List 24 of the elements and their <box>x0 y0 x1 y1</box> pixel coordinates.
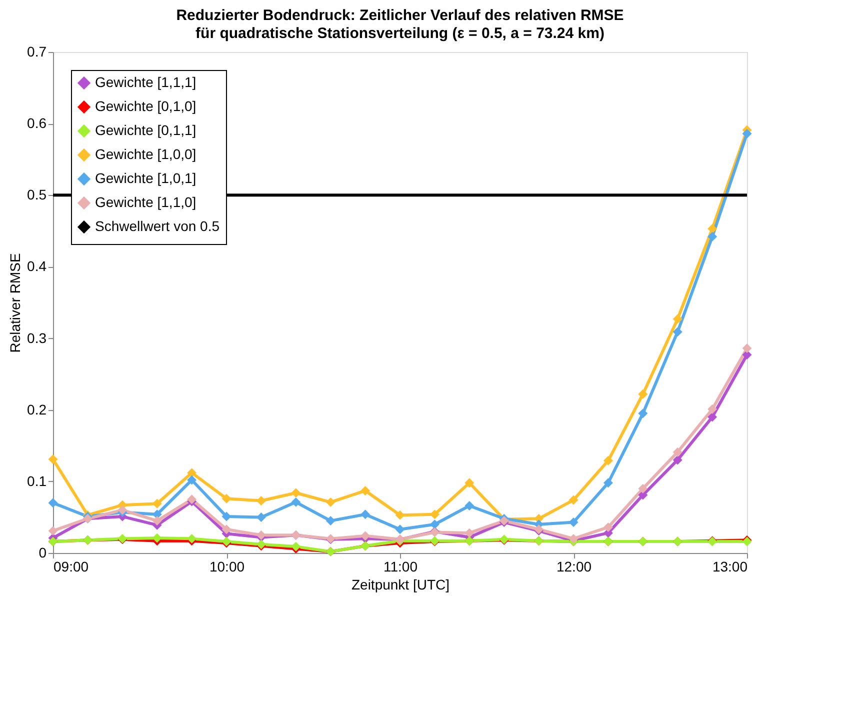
y-tick-label: 0.3 <box>27 330 47 346</box>
y-axis-title: Relativer RMSE <box>7 253 24 353</box>
chart-title: Reduzierter Bodendruck: Zeitlicher Verlauf des relativen RMSE <box>176 7 624 24</box>
y-tick-label: 0 <box>38 544 47 560</box>
legend-label: Schwellwert von 0.5 <box>95 218 220 234</box>
legend-label: Gewichte [0,1,0] <box>95 98 196 114</box>
x-tick-label: 11:00 <box>384 558 418 574</box>
y-tick-label: 0.4 <box>27 258 47 274</box>
legend-label: Gewichte [1,0,1] <box>95 170 196 186</box>
legend-label: Gewichte [1,0,0] <box>95 146 196 162</box>
y-tick-label: 0.1 <box>27 472 47 489</box>
chart-subtitle: für quadratische Stationsverteilung (ε = 0.5, a = 73.24 km) <box>196 25 604 42</box>
y-tick-label: 0.5 <box>27 186 47 203</box>
y-tick-label: 0.7 <box>27 44 47 60</box>
x-tick-label: 10:00 <box>209 558 245 574</box>
x-axis-title: Zeitpunkt [UTC] <box>351 576 450 592</box>
legend-label: Gewichte [1,1,1] <box>95 74 196 90</box>
y-tick-label: 0.2 <box>27 401 47 418</box>
x-tick-label: 12:00 <box>556 558 592 574</box>
legend-label: Gewichte [0,1,1] <box>95 122 196 138</box>
legend-label: Gewichte [1,1,0] <box>95 194 196 210</box>
y-tick-label: 0.6 <box>27 115 47 132</box>
x-tick-label: 09:00 <box>54 558 89 574</box>
x-tick-label: 13:00 <box>712 558 748 574</box>
